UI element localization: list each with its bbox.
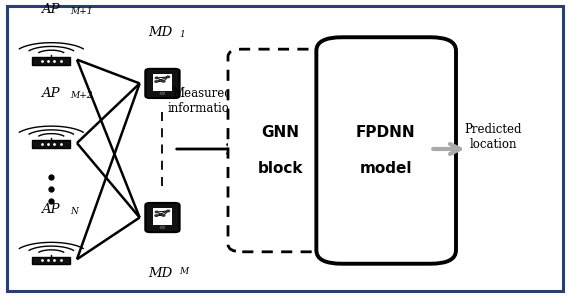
Circle shape	[166, 210, 169, 212]
Text: block: block	[258, 161, 303, 176]
FancyBboxPatch shape	[153, 208, 172, 225]
Text: GNN: GNN	[262, 125, 300, 140]
Text: N: N	[70, 207, 78, 216]
Circle shape	[156, 77, 158, 79]
FancyBboxPatch shape	[145, 203, 180, 232]
Circle shape	[155, 81, 158, 82]
Text: MD: MD	[149, 26, 173, 39]
Text: Measured
information: Measured information	[168, 87, 237, 115]
Text: AP: AP	[41, 87, 59, 100]
FancyBboxPatch shape	[316, 37, 456, 264]
Circle shape	[162, 80, 165, 82]
Text: FPDNN: FPDNN	[356, 125, 416, 140]
Text: AP: AP	[41, 203, 59, 216]
FancyBboxPatch shape	[32, 57, 70, 64]
FancyBboxPatch shape	[32, 257, 70, 264]
Circle shape	[162, 215, 165, 216]
Text: AP: AP	[41, 3, 59, 16]
Circle shape	[160, 92, 165, 94]
Circle shape	[156, 211, 158, 213]
Text: 1: 1	[180, 30, 185, 39]
Text: model: model	[360, 161, 412, 176]
FancyBboxPatch shape	[228, 49, 333, 252]
Circle shape	[155, 215, 158, 216]
Text: MD: MD	[149, 267, 173, 280]
Text: M+1: M+1	[70, 7, 92, 16]
FancyBboxPatch shape	[145, 69, 180, 98]
Circle shape	[160, 226, 165, 229]
Text: M+2: M+2	[70, 91, 92, 100]
Circle shape	[166, 76, 169, 77]
Text: Predicted
location: Predicted location	[465, 123, 522, 151]
FancyBboxPatch shape	[32, 140, 70, 148]
Text: M: M	[180, 267, 189, 276]
FancyBboxPatch shape	[153, 74, 172, 91]
